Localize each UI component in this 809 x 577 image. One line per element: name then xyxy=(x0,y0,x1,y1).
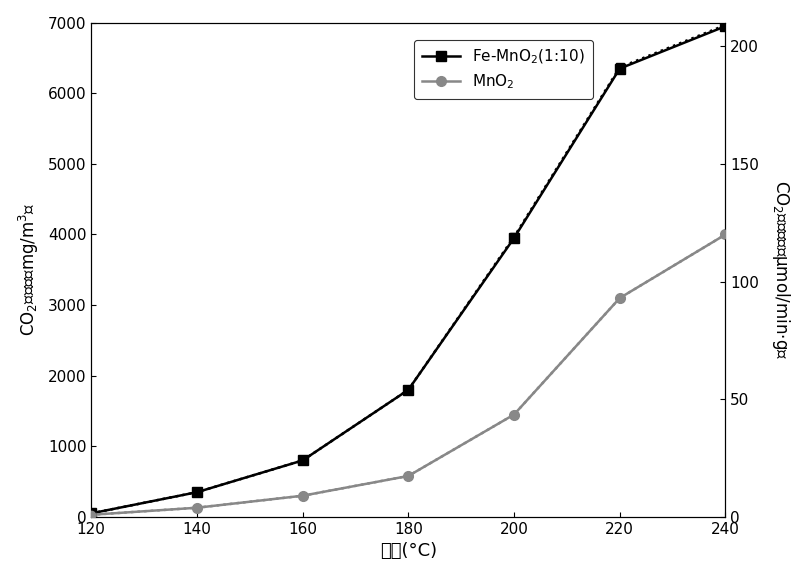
MnO$_2$ xyxy=(509,411,519,418)
X-axis label: 温度(°C): 温度(°C) xyxy=(379,542,437,560)
MnO$_2$ xyxy=(298,492,307,499)
MnO$_2$ xyxy=(721,231,731,238)
Y-axis label: $\mathrm{CO_2}$生成速率（μmol/min·g）: $\mathrm{CO_2}$生成速率（μmol/min·g） xyxy=(770,180,792,359)
Legend: Fe-MnO$_2$(1:10), MnO$_2$: Fe-MnO$_2$(1:10), MnO$_2$ xyxy=(414,40,593,99)
Fe-MnO$_2$(1:10) xyxy=(298,457,307,464)
Fe-MnO$_2$(1:10) xyxy=(615,65,625,72)
Fe-MnO$_2$(1:10) xyxy=(87,510,96,517)
Fe-MnO$_2$(1:10) xyxy=(404,387,413,394)
MnO$_2$ xyxy=(615,295,625,302)
MnO$_2$ xyxy=(192,504,201,511)
MnO$_2$ xyxy=(404,473,413,479)
Fe-MnO$_2$(1:10) xyxy=(721,23,731,29)
MnO$_2$ xyxy=(87,511,96,518)
Fe-MnO$_2$(1:10) xyxy=(509,235,519,242)
Line: MnO$_2$: MnO$_2$ xyxy=(87,230,731,520)
Fe-MnO$_2$(1:10) xyxy=(192,489,201,496)
Y-axis label: $\mathrm{CO_2}$生成量（mg/m$^3$）: $\mathrm{CO_2}$生成量（mg/m$^3$） xyxy=(17,203,40,336)
Line: Fe-MnO$_2$(1:10): Fe-MnO$_2$(1:10) xyxy=(87,21,731,518)
